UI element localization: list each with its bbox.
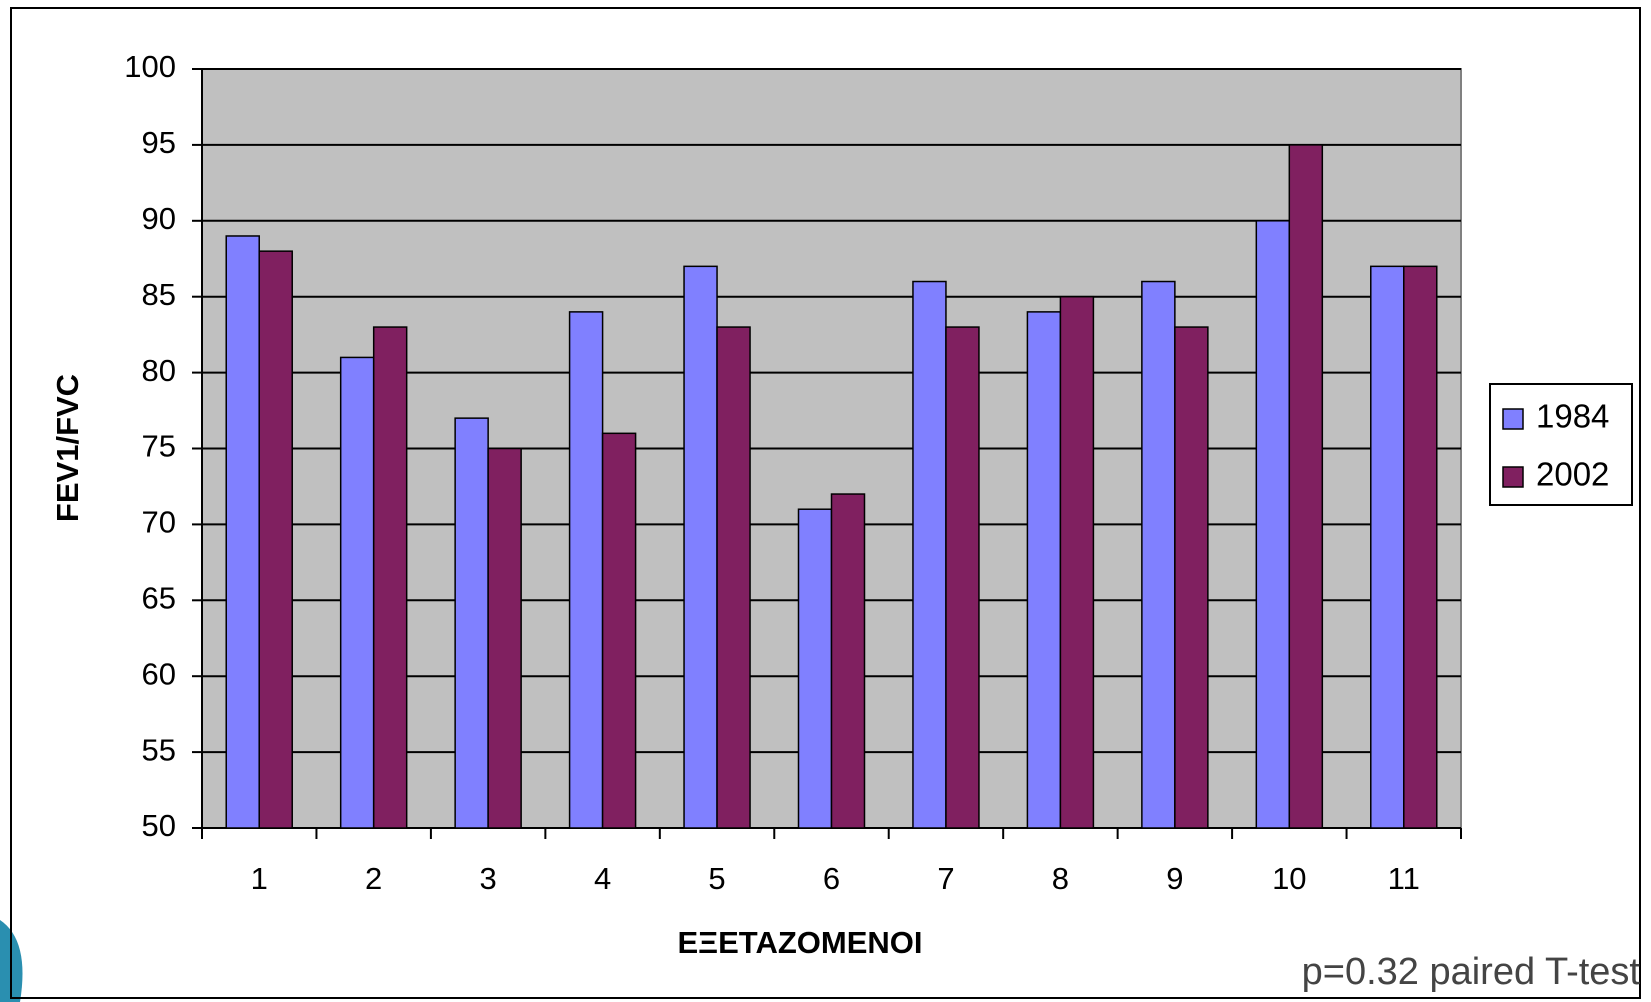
- legend-label: 2002: [1536, 456, 1609, 493]
- y-tick-label: 95: [142, 125, 176, 160]
- bar: [225, 235, 260, 829]
- bar: [339, 356, 375, 829]
- x-tick-label: 4: [594, 861, 611, 896]
- legend-swatch: [1502, 408, 1524, 430]
- bar: [912, 280, 947, 829]
- annotation: p=0.32 paired T-test: [1302, 951, 1641, 993]
- bar: [1403, 265, 1438, 829]
- bar: [945, 326, 980, 829]
- x-tick-label: 3: [480, 861, 497, 896]
- x-tick-label: 10: [1272, 861, 1306, 896]
- bar: [258, 250, 293, 829]
- y-tick-label: 80: [142, 353, 176, 388]
- x-tick-label: 6: [823, 861, 840, 896]
- bar: [1026, 311, 1062, 829]
- legend-swatch: [1502, 466, 1524, 488]
- bar: [830, 493, 866, 829]
- x-tick-label: 2: [365, 861, 382, 896]
- bar: [1288, 144, 1324, 829]
- bar: [372, 326, 408, 829]
- y-tick-label: 55: [142, 732, 176, 767]
- bar: [601, 432, 637, 829]
- x-axis-label: ΕΞΕΤΑΖΟΜΕΝΟΙ: [678, 925, 923, 960]
- x-tick-label: 5: [708, 861, 725, 896]
- bar: [1059, 295, 1095, 829]
- bar: [1141, 280, 1176, 829]
- y-tick-label: 70: [142, 505, 176, 540]
- x-tick-label: 1: [251, 861, 268, 896]
- bar: [797, 508, 833, 829]
- y-tick-label: 85: [142, 277, 176, 312]
- y-tick-label: 100: [124, 49, 176, 84]
- y-tick-label: 90: [142, 201, 176, 236]
- x-tick-label: 7: [937, 861, 954, 896]
- chart-frame: [10, 7, 1641, 999]
- legend-label: 1984: [1536, 398, 1609, 435]
- y-axis-label: FEV1/FVC: [50, 374, 85, 522]
- y-tick-label: 60: [142, 656, 176, 691]
- bar: [1255, 220, 1291, 829]
- y-tick-label: 65: [142, 580, 176, 615]
- bar: [716, 326, 751, 829]
- bar: [1174, 326, 1209, 829]
- x-tick-label: 11: [1388, 861, 1420, 896]
- y-tick-label: 75: [142, 429, 176, 464]
- bar: [487, 447, 522, 829]
- bar: [568, 311, 604, 829]
- bar: [454, 417, 489, 829]
- bar: [683, 265, 718, 829]
- x-tick-label: 9: [1166, 861, 1183, 896]
- bar: [1370, 265, 1405, 829]
- y-tick-label: 50: [142, 808, 176, 843]
- x-tick-label: 8: [1052, 861, 1069, 896]
